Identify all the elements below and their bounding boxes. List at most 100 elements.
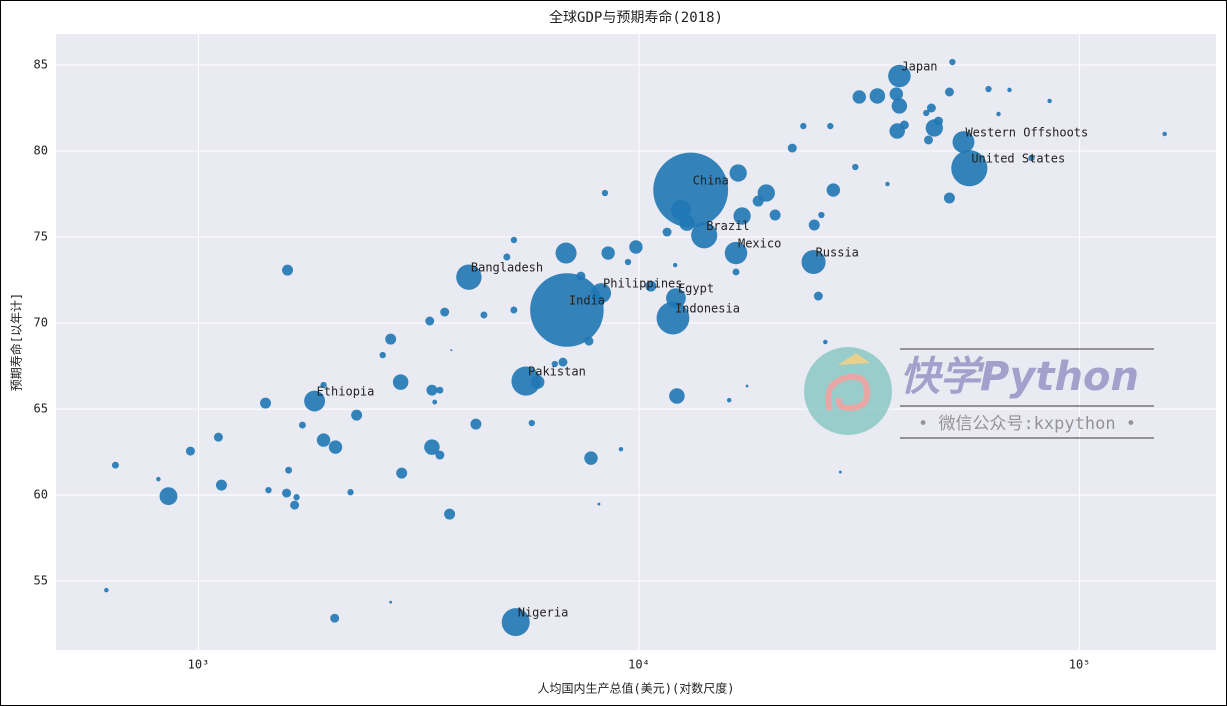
bubble (159, 487, 178, 506)
bubble (503, 253, 511, 261)
bubble (952, 131, 975, 154)
bubble (629, 240, 643, 254)
bubble (1007, 87, 1012, 93)
bubble (555, 242, 577, 264)
bubble (265, 486, 272, 494)
bubble (827, 122, 834, 130)
point-label: China (693, 174, 729, 188)
bubble (424, 439, 440, 455)
bubble (618, 446, 624, 452)
bubble (347, 489, 354, 496)
bubble (426, 384, 438, 396)
point-label: United States (971, 152, 1065, 166)
bubble (510, 236, 518, 244)
bubble (813, 291, 823, 301)
point-label: Egypt (678, 282, 714, 296)
bubble (435, 450, 445, 460)
bubble (888, 64, 911, 88)
bubble (672, 262, 678, 268)
wm-title: 快学Python (900, 354, 1139, 400)
bubble (290, 500, 300, 510)
bubble (624, 258, 632, 266)
bubble (656, 301, 690, 335)
bubble (510, 306, 518, 314)
logo-circle (804, 347, 892, 435)
point-label: Brazil (706, 219, 749, 233)
bubble (670, 200, 691, 221)
bubble (282, 264, 294, 276)
y-axis-label: 预期寿命[以年计] (9, 293, 24, 391)
bubble (480, 311, 488, 319)
chart-title: 全球GDP与预期寿命(2018) (549, 9, 723, 26)
y-tick-label: 65 (34, 402, 48, 416)
bubble (216, 479, 227, 491)
bubble (985, 85, 992, 93)
bubble (949, 58, 956, 66)
bubble (425, 316, 435, 326)
bubble (852, 163, 859, 171)
bubble (601, 246, 615, 260)
bubble (396, 467, 408, 479)
y-tick-label: 70 (34, 316, 48, 330)
bubble (320, 381, 327, 389)
watermark: 快学Python • 微信公众号:kxpython • (804, 347, 1154, 439)
bubble (104, 587, 109, 593)
bubble (745, 384, 749, 388)
point-label: Nigeria (518, 606, 569, 620)
bubble (823, 339, 828, 345)
bubble (282, 488, 292, 498)
bubble (669, 388, 685, 404)
bubble (944, 87, 954, 97)
point-label: India (569, 293, 605, 307)
y-tick-label: 60 (34, 488, 48, 502)
bubble (733, 207, 751, 225)
bubble (436, 386, 444, 394)
bubble (662, 227, 672, 237)
bubble (316, 433, 331, 447)
bubble (530, 273, 604, 347)
bubble (924, 135, 933, 145)
bubble (732, 268, 740, 276)
bubble (304, 390, 326, 412)
x-tick-label: 10³ (188, 658, 210, 672)
y-tick-label: 80 (34, 144, 48, 158)
point-label: Ethiopia (317, 385, 375, 399)
point-label: Philippines (603, 277, 682, 291)
bubble (330, 613, 340, 623)
bubble (584, 451, 598, 465)
bubble (576, 271, 586, 281)
bubble (293, 494, 300, 501)
bubble (379, 351, 386, 359)
bubble (444, 508, 456, 520)
wm-subtitle: • 微信公众号:kxpython • (918, 414, 1136, 434)
bubble (691, 222, 718, 249)
y-tick-label: 55 (34, 574, 48, 588)
bubble (951, 150, 988, 187)
bubble (769, 209, 781, 221)
logo-hat (838, 353, 870, 365)
bubble (351, 409, 363, 421)
bubble (558, 357, 568, 367)
bubble (528, 419, 535, 427)
point-label: Mexico (738, 237, 781, 251)
plot-area (56, 34, 1216, 650)
bubble (501, 608, 530, 637)
bubble (328, 440, 343, 454)
bubble (213, 432, 223, 442)
bubble (889, 87, 904, 101)
point-label: Bangladesh (471, 261, 543, 275)
bubble (385, 333, 397, 345)
bubble (800, 122, 807, 130)
bubble (551, 360, 558, 368)
x-tick-label: 10⁴ (628, 658, 650, 672)
bubble (996, 111, 1001, 117)
y-tick-label: 85 (34, 57, 48, 71)
bubble (943, 192, 955, 204)
bubble (885, 181, 890, 187)
bubble (511, 366, 541, 396)
bubble (1028, 154, 1035, 162)
bubble (787, 143, 797, 153)
bubble (597, 502, 601, 506)
bubble (392, 374, 409, 390)
x-axis-label: 人均国内生产总值(美元)(对数尺度) (538, 681, 735, 696)
